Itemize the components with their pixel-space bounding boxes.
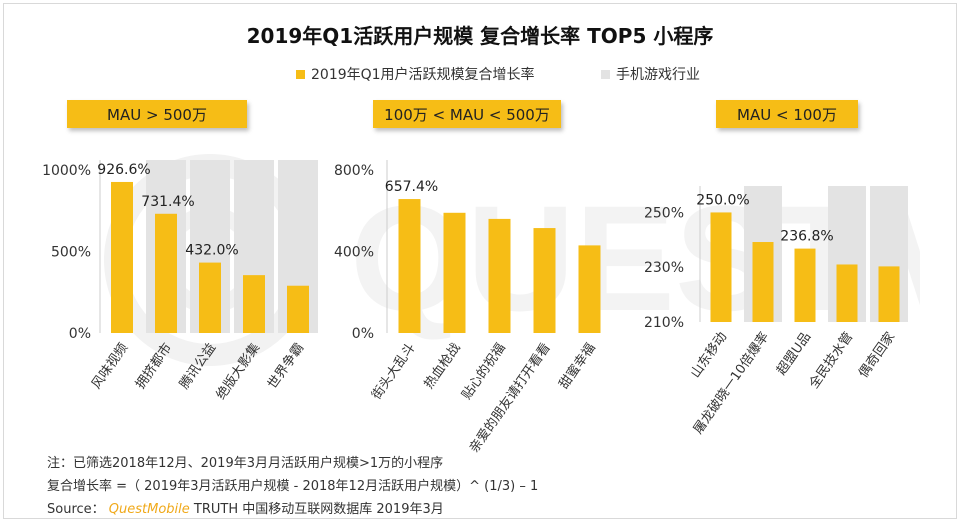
category-label: 贴心的祝福 — [458, 340, 508, 402]
category-label: 腾讯公益 — [176, 340, 219, 392]
y-tick-label: 230% — [644, 260, 684, 276]
category-label: 拥挤都市 — [132, 340, 175, 392]
category-label: 世界争霸 — [265, 341, 307, 392]
bar — [710, 212, 732, 322]
questmobile-logo: QuestMobile — [108, 502, 190, 517]
bar — [878, 266, 900, 322]
y-tick-label: 250% — [644, 205, 684, 221]
category-label: 绝版大影集 — [213, 340, 263, 402]
bar — [287, 285, 309, 333]
y-tick-label: 400% — [334, 245, 374, 261]
legend-swatch-yellow — [296, 69, 305, 79]
data-label: 236.8% — [780, 229, 833, 245]
legend-label-industry: 手机游戏行业 — [616, 67, 700, 83]
bar — [111, 181, 133, 333]
bar — [155, 213, 177, 333]
bar — [836, 264, 858, 322]
legend-swatch-gray — [601, 69, 610, 79]
chart-frame — [3, 3, 957, 519]
data-label: 250.0% — [696, 192, 749, 208]
category-label: 屠龙破晓一10倍爆率 — [690, 329, 772, 437]
group-badge-medium: 100万 < MAU < 500万 — [373, 100, 561, 128]
source-suffix: TRUTH 中国移动互联网数据库 2019年3月 — [193, 502, 444, 517]
bar — [752, 242, 774, 322]
y-tick-label: 1000% — [42, 163, 91, 179]
group-badge-large: MAU > 500万 — [67, 100, 247, 128]
category-label: 山东移动 — [688, 330, 730, 381]
legend-item-industry: 手机游戏行业 — [601, 64, 700, 84]
bar — [533, 228, 556, 333]
legend-item-growth: 2019年Q1用户活跃规模复合增长率 — [296, 64, 535, 84]
category-label: 亲爱的朋友请打开看看 — [466, 340, 554, 456]
note-filter: 注：已筛选2018年12月、2019年3月月活跃用户规模>1万的小程序 — [47, 456, 444, 471]
bar — [578, 245, 601, 333]
data-label: 731.4% — [141, 194, 194, 210]
source-prefix: Source： — [47, 502, 105, 517]
category-label: 偶奇回家 — [855, 329, 898, 381]
y-tick-label: 0% — [69, 326, 91, 342]
category-label: 风味视频 — [89, 341, 131, 392]
bar — [443, 212, 466, 333]
note-formula: 复合增长率 =（ 2019年3月活跃用户规模 - 2018年12月活跃用户规模）… — [47, 479, 539, 494]
y-tick-label: 210% — [644, 315, 684, 331]
chart-title: 2019年Q1活跃用户规模 复合增长率 TOP5 小程序 — [246, 24, 714, 48]
note-source: Source： QuestMobile TRUTH 中国移动互联网数据库 201… — [47, 498, 444, 517]
bar — [488, 218, 511, 333]
bar — [243, 275, 265, 333]
bar — [199, 262, 221, 333]
category-label: 街头大乱斗 — [369, 341, 419, 403]
data-label: 657.4% — [385, 179, 438, 195]
data-label: 926.6% — [97, 162, 150, 178]
bar — [398, 199, 421, 333]
group-badge-small: MAU < 100万 — [716, 100, 858, 128]
bar — [794, 248, 816, 322]
data-label: 432.0% — [185, 243, 238, 259]
legend-label-growth: 2019年Q1用户活跃规模复合增长率 — [311, 67, 535, 83]
category-label: 热血枪战 — [421, 340, 464, 392]
category-label: 甜蜜幸福 — [556, 340, 599, 392]
y-tick-label: 500% — [51, 245, 91, 261]
category-label: 超盟U品 — [774, 330, 814, 378]
y-tick-label: 800% — [334, 163, 374, 179]
y-tick-label: 0% — [352, 326, 374, 342]
